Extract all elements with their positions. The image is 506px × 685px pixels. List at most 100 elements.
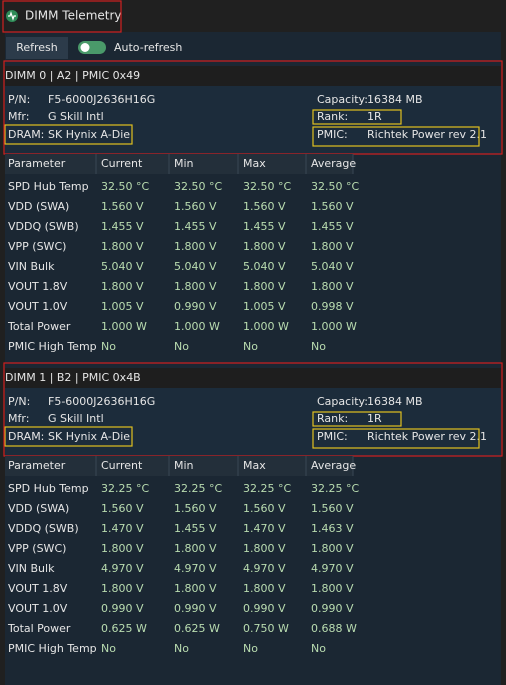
table-header-bg — [5, 154, 353, 174]
highlight-box — [312, 428, 480, 449]
parameter-name: VDD (SWA) — [8, 200, 69, 213]
cell-value: 1.005 V — [243, 300, 286, 313]
toggle-knob — [80, 43, 90, 52]
info-label: Capacity: — [317, 93, 368, 106]
cell-value: 1.800 V — [243, 240, 286, 253]
section-header: DIMM 0 | A2 | PMIC 0x49 — [5, 69, 140, 82]
cell-value: 1.560 V — [174, 502, 217, 515]
cell-value: No — [311, 340, 326, 353]
info-value: 1R — [367, 412, 382, 425]
parameter-name: VOUT 1.8V — [8, 582, 68, 595]
cell-value: 0.990 V — [243, 602, 286, 615]
cell-value: No — [311, 642, 326, 655]
cell-value: 1.560 V — [311, 200, 354, 213]
cell-value: 32.50 °C — [243, 180, 291, 193]
highlight-box — [4, 426, 133, 447]
cell-value: 1.560 V — [101, 200, 144, 213]
cell-value: 0.990 V — [101, 602, 144, 615]
cell-value: 1.000 W — [311, 320, 357, 333]
column-header: Current — [101, 459, 143, 472]
info-label: PMIC: — [317, 430, 348, 443]
cell-value: 4.970 V — [101, 562, 144, 575]
cell-value: No — [174, 340, 189, 353]
highlight-box — [4, 124, 133, 145]
cell-value: No — [243, 642, 258, 655]
cell-value: 0.998 V — [311, 300, 354, 313]
info-value: G Skill Intl — [48, 412, 104, 425]
info-value: Richtek Power rev 2.1 — [367, 430, 487, 443]
info-value: 16384 MB — [367, 395, 423, 408]
info-label: Mfr: — [8, 110, 29, 123]
window-title: DIMM Telemetry — [25, 9, 122, 23]
refresh-button[interactable] — [6, 37, 68, 59]
table-header-bg — [5, 456, 353, 476]
info-label: PMIC: — [317, 128, 348, 141]
cell-value: 1.470 V — [101, 522, 144, 535]
info-value: G Skill Intl — [48, 110, 104, 123]
column-header: Max — [243, 459, 266, 472]
section-header: DIMM 1 | B2 | PMIC 0x4B — [5, 371, 141, 384]
cell-value: 1.800 V — [101, 582, 144, 595]
cell-value: 1.455 V — [174, 220, 217, 233]
cell-value: 1.455 V — [101, 220, 144, 233]
info-value: Richtek Power rev 2.1 — [367, 128, 487, 141]
parameter-name: SPD Hub Temp — [8, 180, 89, 193]
info-label: Mfr: — [8, 412, 29, 425]
cell-value: No — [101, 340, 116, 353]
info-label: DRAM: — [8, 430, 44, 443]
info-label: Capacity: — [317, 395, 368, 408]
cell-value: 0.688 W — [311, 622, 357, 635]
column-header: Average — [311, 459, 356, 472]
cell-value: 1.800 V — [311, 542, 354, 555]
refresh-label[interactable]: Refresh — [16, 41, 58, 54]
info-value: 16384 MB — [367, 93, 423, 106]
cell-value: 32.50 °C — [311, 180, 359, 193]
info-value: SK Hynix A-Die — [48, 128, 130, 141]
parameter-name: VDDQ (SWB) — [8, 522, 79, 535]
info-label: Rank: — [317, 110, 348, 123]
cell-value: 1.005 V — [101, 300, 144, 313]
parameter-name: VDD (SWA) — [8, 502, 69, 515]
cell-value: 32.25 °C — [174, 482, 222, 495]
cell-value: 5.040 V — [101, 260, 144, 273]
cell-value: 1.800 V — [174, 240, 217, 253]
cell-value: 0.990 V — [174, 602, 217, 615]
highlight-box — [312, 126, 480, 147]
info-label: P/N: — [8, 93, 30, 106]
cell-value: 1.800 V — [243, 280, 286, 293]
parameter-name: VDDQ (SWB) — [8, 220, 79, 233]
cell-value: 1.800 V — [311, 240, 354, 253]
cell-value: 1.470 V — [243, 522, 286, 535]
cell-value: 1.800 V — [101, 280, 144, 293]
info-value: 1R — [367, 110, 382, 123]
cell-value: 1.455 V — [174, 522, 217, 535]
parameter-name: PMIC High Temp — [8, 642, 97, 655]
parameter-name: VPP (SWC) — [8, 542, 66, 555]
info-value: F5-6000J2636H16G — [48, 395, 155, 408]
highlight-box — [312, 411, 402, 427]
cell-value: 5.040 V — [311, 260, 354, 273]
cell-value: No — [174, 642, 189, 655]
cell-value: 32.25 °C — [101, 482, 149, 495]
cell-value: 1.800 V — [243, 542, 286, 555]
cell-value: 4.970 V — [311, 562, 354, 575]
column-header: Current — [101, 157, 143, 170]
parameter-name: VIN Bulk — [8, 260, 55, 273]
column-header: Parameter — [8, 157, 66, 170]
info-bg — [5, 388, 501, 456]
column-header: Max — [243, 157, 266, 170]
cell-value: 1.000 W — [101, 320, 147, 333]
app-icon — [6, 10, 18, 22]
cell-value: 32.50 °C — [101, 180, 149, 193]
cell-value: 1.800 V — [311, 582, 354, 595]
info-label: P/N: — [8, 395, 30, 408]
column-header: Min — [174, 459, 194, 472]
cell-value: 5.040 V — [243, 260, 286, 273]
cell-value: 1.560 V — [101, 502, 144, 515]
highlight-box — [312, 109, 402, 125]
cell-value: No — [101, 642, 116, 655]
cell-value: 4.970 V — [243, 562, 286, 575]
cell-value: 1.560 V — [311, 502, 354, 515]
auto-refresh-label[interactable]: Auto-refresh — [114, 41, 182, 54]
cell-value: 0.625 W — [174, 622, 220, 635]
